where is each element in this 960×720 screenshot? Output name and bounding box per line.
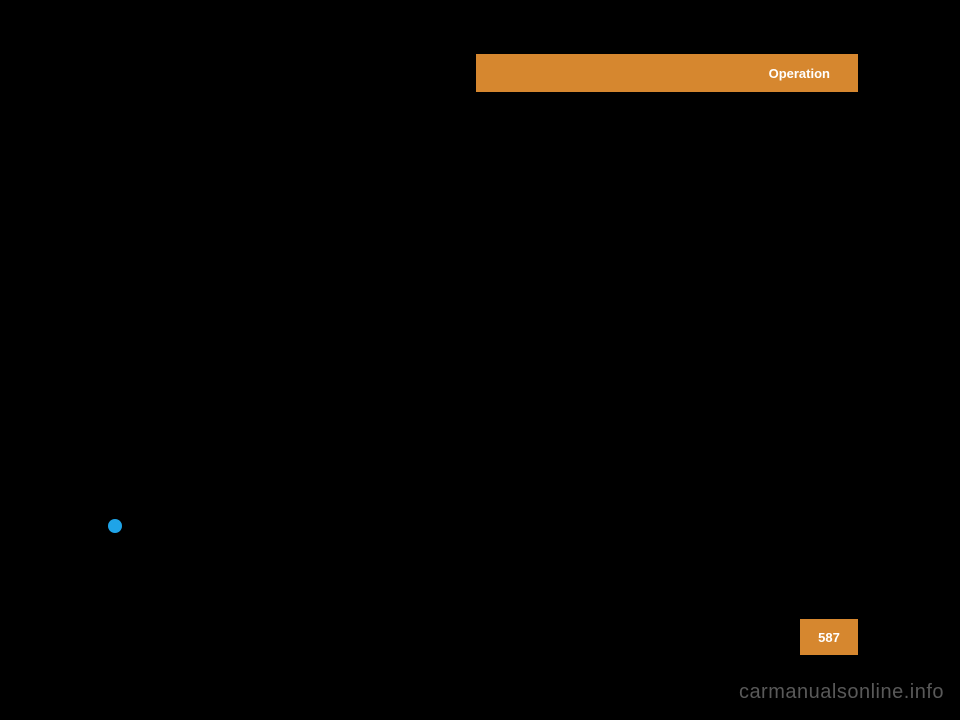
section-header-band: Operation xyxy=(476,54,858,92)
watermark-text: carmanualsonline.info xyxy=(739,681,944,704)
page-number-band: 587 xyxy=(800,619,858,655)
bullet-marker xyxy=(108,519,122,533)
page-number: 587 xyxy=(818,630,840,645)
section-title: Operation xyxy=(769,66,830,81)
